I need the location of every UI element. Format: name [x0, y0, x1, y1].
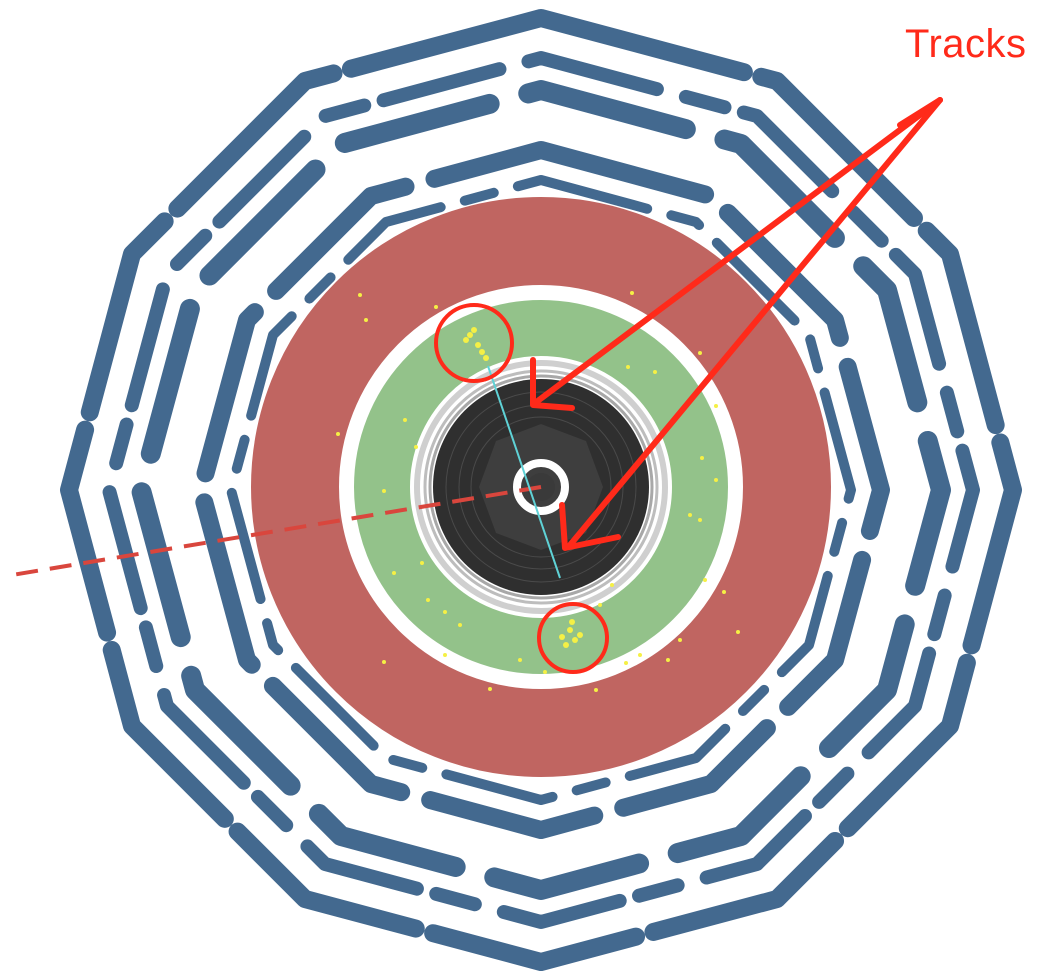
- muon-ring-outer-2: [102, 51, 980, 929]
- arrowhead-upper: [530, 357, 575, 411]
- energy-hit: [483, 355, 489, 361]
- energy-hit: [700, 456, 704, 460]
- energy-hit: [563, 642, 569, 648]
- tracker-layer: [470, 416, 612, 558]
- energy-hit: [624, 661, 628, 665]
- energy-hit: [678, 638, 682, 642]
- energy-hit: [488, 687, 492, 691]
- energy-hit: [736, 630, 740, 634]
- energy-hit: [382, 660, 386, 664]
- arrow-connector: [897, 97, 943, 128]
- energy-hit: [567, 627, 573, 633]
- energy-hit: [392, 571, 396, 575]
- highlight-circle-lower: [537, 602, 609, 674]
- energy-deposits: [336, 291, 740, 692]
- energy-hit: [626, 365, 630, 369]
- tracker-layer: [445, 391, 637, 583]
- energy-hit: [434, 305, 438, 309]
- energy-hit: [722, 590, 726, 594]
- arrow-upper: [532, 97, 943, 406]
- energy-hit: [443, 610, 447, 614]
- energy-hit: [414, 445, 418, 449]
- missing-energy-line: [11, 485, 542, 577]
- energy-hit: [714, 478, 718, 482]
- energy-hit: [479, 349, 485, 355]
- tracker-ring-1: [414, 360, 668, 614]
- muon-ring-innermost: [226, 175, 856, 805]
- energy-hit: [688, 513, 692, 517]
- energy-hit: [518, 658, 522, 662]
- beam-pipe: [513, 459, 569, 515]
- energy-hit: [559, 634, 565, 640]
- tracker-ring-2: [423, 369, 659, 605]
- energy-hit: [458, 623, 462, 627]
- arrowhead-lower: [559, 502, 621, 551]
- energy-hit: [653, 370, 657, 374]
- energy-hit: [471, 327, 477, 333]
- tracks-arrows: [530, 97, 943, 551]
- energy-hit: [666, 658, 670, 662]
- energy-hit: [610, 583, 614, 587]
- energy-hit: [638, 653, 642, 657]
- energy-hit: [463, 337, 469, 343]
- energy-hit: [703, 578, 707, 582]
- arrow-lower: [567, 97, 943, 548]
- energy-hit: [569, 619, 575, 625]
- hadron-calorimeter: [251, 197, 831, 777]
- tracks-label: Tracks: [905, 22, 1027, 66]
- energy-hit: [594, 688, 598, 692]
- muon-ring-outer: [60, 9, 1022, 971]
- energy-hit: [358, 293, 362, 297]
- energy-hit: [426, 598, 430, 602]
- energy-hit: [382, 489, 386, 493]
- energy-hit: [467, 332, 473, 338]
- energy-hit: [714, 404, 718, 408]
- energy-hit: [403, 418, 407, 422]
- energy-hit: [475, 342, 481, 348]
- energy-hit: [443, 653, 447, 657]
- energy-hit: [364, 318, 368, 322]
- energy-hit: [698, 351, 702, 355]
- energy-hit: [577, 632, 583, 638]
- reconstructed-track: [487, 365, 561, 579]
- tracker-ring-3: [428, 374, 654, 600]
- energy-hit: [543, 670, 547, 674]
- muon-ring-inner: [192, 141, 890, 839]
- energy-hit: [336, 432, 340, 436]
- energy-hit: [698, 518, 702, 522]
- energy-hit: [598, 603, 602, 607]
- muon-system: [60, 9, 1022, 971]
- energy-hit: [630, 291, 634, 295]
- highlight-circle-upper: [434, 303, 514, 383]
- energy-hit: [572, 637, 578, 643]
- tracker-rings: [414, 360, 668, 614]
- muon-ring-middle: [131, 80, 951, 900]
- energy-hit: [420, 561, 424, 565]
